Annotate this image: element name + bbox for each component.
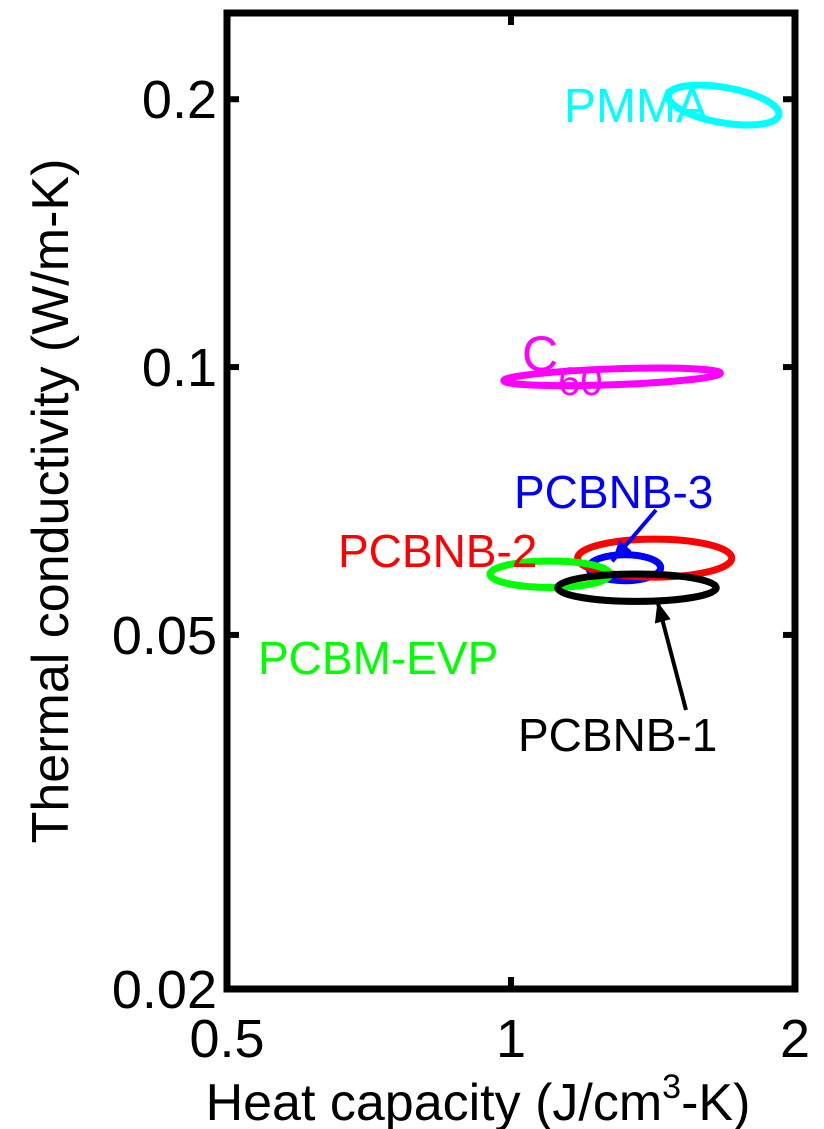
y-axis-label-group: Thermal conductivity (W/m-K): [22, 159, 80, 844]
axis-ticks: 0.5 1 2 0.02 0.05 0.1 0.2: [112, 13, 810, 1069]
y-tick-label: 0.2: [142, 70, 217, 130]
x-axis-label-main: Heat capacity (J/cm: [206, 1074, 663, 1129]
x-axis-label-tail: -K): [681, 1074, 750, 1129]
label-pcbm-evp: PCBM-EVP: [258, 632, 498, 684]
y-tick-label: 0.05: [112, 606, 217, 666]
label-c60: C60: [522, 326, 603, 404]
label-c60-sub: 60: [558, 360, 603, 404]
contour-c60: [500, 364, 724, 390]
x-tick-label: 2: [780, 1009, 810, 1069]
y-axis-label: Thermal conductivity (W/m-K): [22, 159, 80, 844]
data-marks: [486, 81, 783, 711]
plot-frame: [223, 9, 799, 993]
x-axis-label: Heat capacity (J/cm3-K): [206, 1068, 751, 1129]
contour-pcbnb-1: [554, 570, 720, 605]
x-tick-label: 0.5: [189, 1009, 264, 1069]
contour-pmma: [664, 81, 783, 129]
label-pcbnb-3: PCBNB-3: [514, 466, 713, 518]
x-axis-label-sup: 3: [662, 1068, 681, 1106]
label-pmma: PMMA: [564, 80, 708, 133]
arrow-pcbnb-3-head: [612, 540, 632, 562]
label-pcbnb-2: PCBNB-2: [338, 525, 537, 577]
y-tick-label: 0.1: [142, 338, 217, 398]
label-c60-main: C: [522, 326, 558, 382]
y-tick-label: 0.02: [112, 960, 217, 1020]
label-pcbnb-1: PCBNB-1: [518, 709, 717, 761]
annotation-labels: PMMA C60 PCBNB-3 PCBNB-2 PCBM-EVP PCBNB-…: [258, 80, 717, 761]
arrow-pcbnb-1-head: [654, 601, 671, 624]
x-tick-label: 1: [496, 1009, 526, 1069]
